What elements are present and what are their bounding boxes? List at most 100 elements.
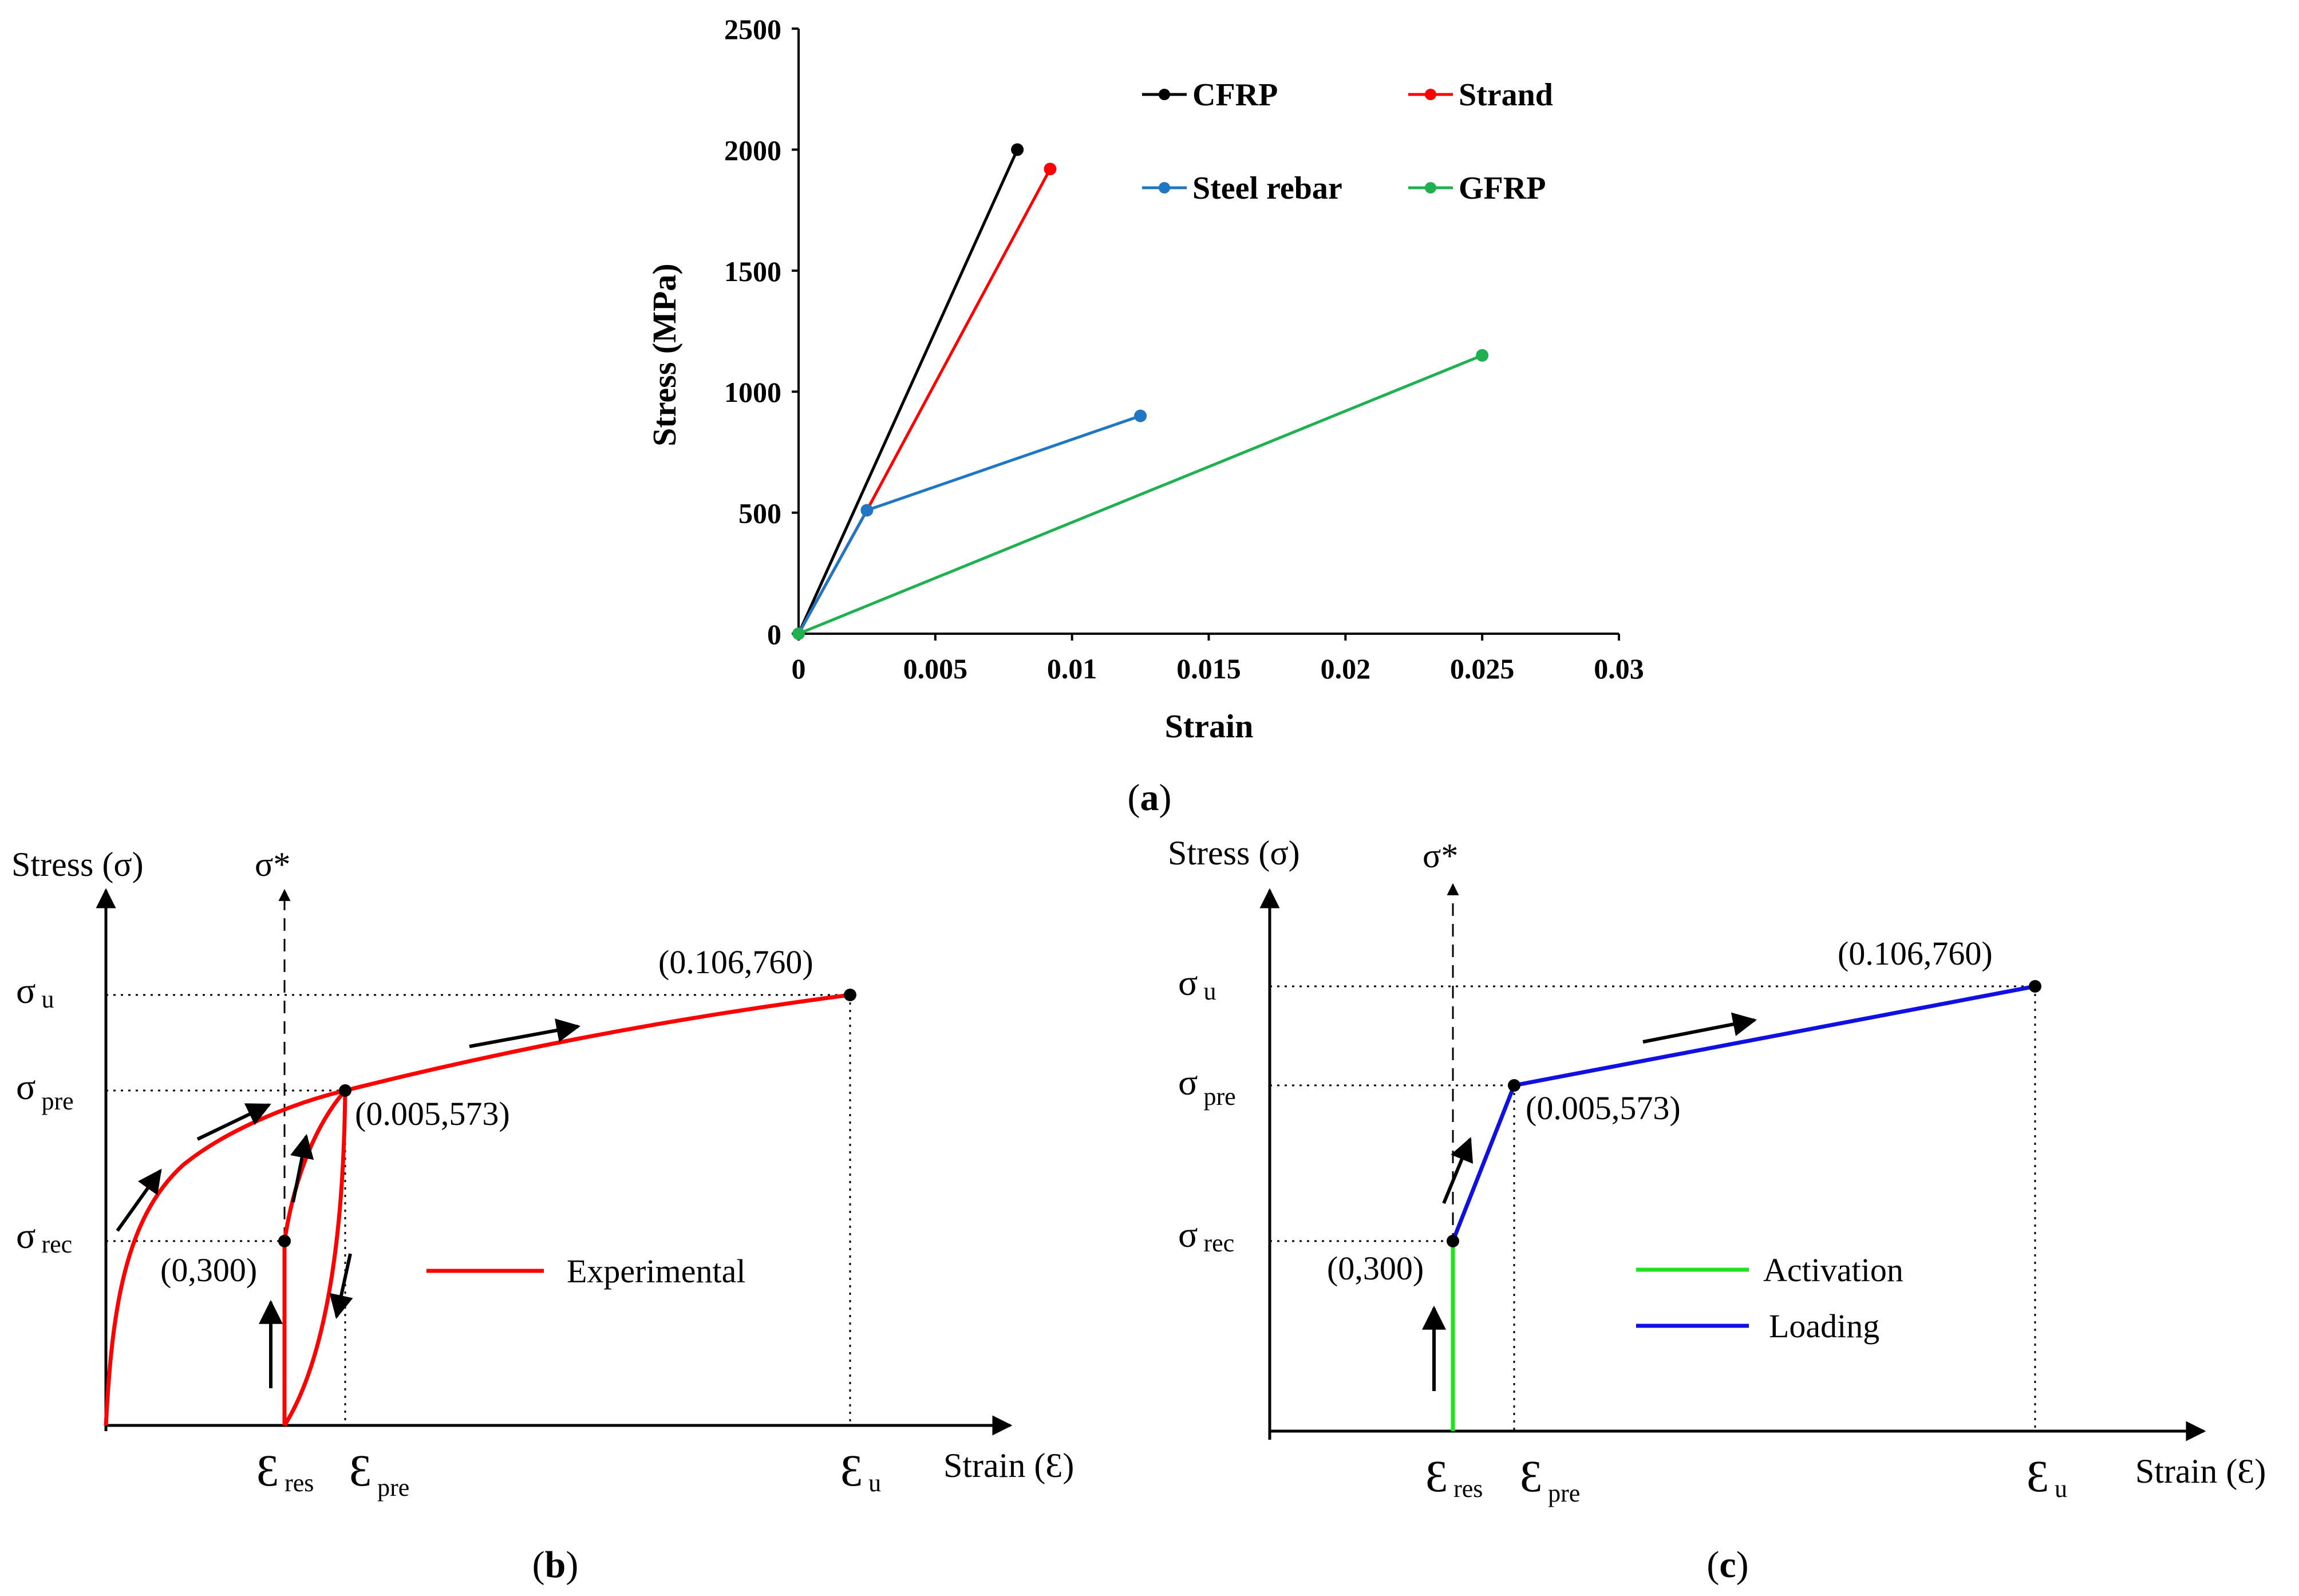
x-tick-label: 0 [792, 653, 806, 685]
panel-c-sigma-star-label: σ* [1423, 837, 1458, 875]
panel-b-sigma-u-sub: u [42, 985, 54, 1013]
panel-b-sigma-star-label: σ* [255, 846, 290, 883]
panel-c-sigma-pre-symbol: σ [1178, 1062, 1198, 1103]
series-line-steel-rebar [797, 414, 1141, 635]
legend-label-gfrp: GFRP [1459, 171, 1546, 206]
series-line-gfrp [798, 354, 1483, 635]
panel-b-eps-res-sub: res [285, 1469, 314, 1497]
panel-c-y-axis-label: Stress (σ) [1168, 834, 1300, 872]
panel-b-eps-res-symbol: Ɛ [256, 1445, 279, 1495]
panel-c-caption-letter: c [1719, 1544, 1736, 1586]
y-tick-label: 2500 [724, 13, 781, 45]
panel-b-sigma-rec-label: σ rec [16, 1215, 72, 1258]
panel-b-reloading-curve [282, 1089, 347, 1242]
legend-marker-cfrp [1159, 89, 1170, 100]
panel-c-arrow-2 [1442, 1137, 1474, 1204]
panel-b-eps-u-symbol: Ɛ [840, 1445, 863, 1495]
panel-c-eps-u-sub: u [2055, 1475, 2067, 1503]
x-tick-label: 0.005 [903, 653, 968, 685]
panel-b-sigma-pre-label: σ pre [16, 1066, 74, 1115]
panel-b-legend-label-experimental: Experimental [567, 1253, 745, 1290]
panel-c-eps-u-symbol: Ɛ [2027, 1451, 2049, 1501]
panel-b-sigma-rec-sub: rec [42, 1230, 73, 1258]
data-point-gfrp [1476, 349, 1489, 362]
panel-b-ultimate-point [844, 989, 856, 1001]
panel-b-eps-pre-symbol: Ɛ [349, 1445, 372, 1495]
panel-a-axes [797, 29, 1619, 635]
x-tick-label: 0.015 [1176, 653, 1241, 685]
panel-b-arrow-6 [329, 1253, 353, 1320]
x-tick-label: 0.03 [1594, 653, 1644, 685]
panel-c-x-axis-label: Strain (Ɛ) [2135, 1452, 2266, 1490]
legend-label-steel-rebar: Steel rebar [1192, 171, 1342, 206]
panel-c-sigma-rec-label: σ rec [1178, 1214, 1234, 1257]
data-point-cfrp [1011, 143, 1024, 156]
series-line-cfrp [797, 149, 1019, 635]
panel-b-x-axis-label: Strain (Ɛ) [943, 1447, 1074, 1484]
panel-c-sigma-rec-symbol: σ [1178, 1214, 1198, 1255]
panel-b-sigma-pre-symbol: σ [16, 1066, 36, 1107]
panel-b-eps-pre-sub: pre [377, 1473, 409, 1502]
panel-b-prestrain-point-label: (0.005,573) [355, 1095, 510, 1132]
panel-c-prestrain-point-label: (0.005,573) [1526, 1089, 1681, 1127]
panel-c-sigma-pre-sub: pre [1204, 1083, 1236, 1111]
panel-a-legend: CFRP Strand Steel rebar GFRP [1142, 77, 1553, 206]
data-point-strand [1044, 163, 1057, 176]
data-point-steel-rebar [1134, 409, 1147, 422]
panel-c-sigma-pre-label: σ pre [1178, 1062, 1236, 1111]
panel-a-series [792, 143, 1489, 640]
y-tick-label: 2000 [724, 134, 781, 166]
panel-c-eps-res-symbol: Ɛ [1425, 1451, 1448, 1501]
panel-b-arrow-5 [290, 1133, 314, 1203]
panel-c-sigma-u-symbol: σ [1178, 962, 1198, 1003]
panel-c-legend-label-loading: Loading [1769, 1307, 1879, 1345]
panel-c-sigma-rec-sub: rec [1204, 1229, 1235, 1257]
panel-a-chart: 0 500 1000 1500 2000 2500 0 0.005 0.01 0.015 0.02 0… [646, 13, 1644, 819]
panel-b-unloading-curve [283, 1090, 347, 1427]
panel-c-caption: (c) [1707, 1544, 1748, 1586]
y-tick-label: 1000 [724, 376, 781, 408]
data-point-gfrp [792, 627, 805, 640]
y-tick-label: 1500 [724, 255, 781, 287]
panel-b-arrow-2 [196, 1103, 271, 1141]
panel-b-sigma-pre-sub: pre [42, 1087, 74, 1115]
panel-c-ultimate-point-label: (0.106,760) [1838, 935, 1993, 972]
panel-c-eps-pre-sub: pre [1548, 1479, 1580, 1507]
panel-c-ultimate-point [2029, 980, 2041, 993]
panel-b-y-axis-label: Stress (σ) [11, 846, 144, 883]
x-tick-label: 0.025 [1450, 653, 1515, 685]
panel-b-arrow-3 [469, 1018, 581, 1048]
panel-a-y-axis-label: Stress (MPa) [646, 263, 683, 446]
panel-b-caption: (b) [532, 1544, 579, 1586]
panel-b-initial-loading-curve [104, 1088, 346, 1426]
legend-marker-strand [1425, 89, 1436, 100]
data-point-steel-rebar [860, 504, 874, 517]
panel-c-recovery-point-label: (0,300) [1327, 1250, 1424, 1287]
y-tick-label: 0 [767, 618, 781, 650]
panel-a-x-axis-label: Strain [1165, 708, 1254, 745]
panel-b-prestrain-point [339, 1084, 351, 1097]
panel-a-ticks: 0 500 1000 1500 2000 2500 0 0.005 0.01 0.015 0.02 0… [724, 13, 1644, 685]
panel-b-ultimate-point-label: (0.106,760) [658, 943, 813, 981]
panel-b-recovery-point [278, 1235, 291, 1247]
x-tick-label: 0.02 [1321, 653, 1371, 685]
panel-b-loading-curve [345, 993, 851, 1093]
panel-b-sigma-u-symbol: σ [16, 970, 36, 1011]
panel-b-eps-u-sub: u [868, 1469, 881, 1497]
panel-c-eps-res-sub: res [1453, 1475, 1483, 1503]
panel-c-legend-label-activation: Activation [1763, 1251, 1903, 1289]
panel-c-eps-pre-symbol: Ɛ [1520, 1451, 1542, 1501]
legend-marker-gfrp [1425, 182, 1436, 193]
legend-label-strand: Strand [1459, 77, 1553, 113]
panel-b-recovery-point-label: (0,300) [160, 1251, 257, 1289]
y-tick-label: 500 [738, 497, 781, 530]
panel-b-sigma-rec-symbol: σ [16, 1215, 36, 1256]
